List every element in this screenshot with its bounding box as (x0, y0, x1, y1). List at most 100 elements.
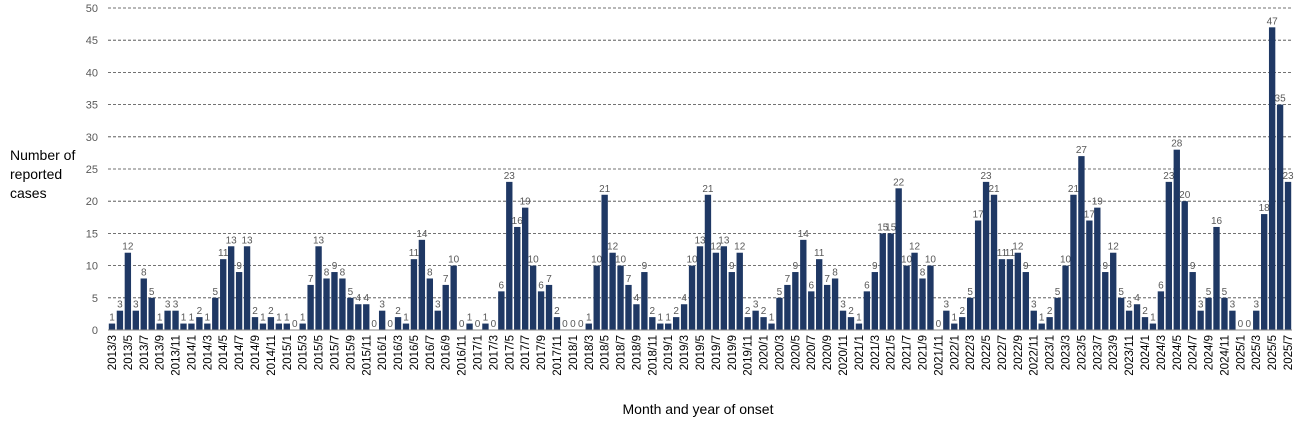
bar (974, 220, 982, 330)
data-label: 21 (988, 184, 1000, 195)
data-label: 1 (276, 313, 282, 324)
y-tick-label: 30 (86, 132, 98, 144)
bar (649, 317, 656, 330)
data-label: 8 (920, 267, 926, 278)
bar (1125, 310, 1133, 330)
x-tick-label: 2024/3 (1156, 335, 1168, 370)
data-label: 11 (997, 248, 1008, 259)
x-tick-label: 2023/1 (1045, 335, 1057, 370)
bar (108, 323, 116, 330)
bar (188, 323, 195, 330)
bar (585, 323, 592, 330)
x-tick-label: 2014/7 (234, 335, 246, 370)
bar (251, 317, 259, 330)
bar (768, 323, 775, 330)
x-tick-label: 2020/3 (774, 335, 786, 370)
data-label: 7 (308, 274, 314, 285)
bar (498, 291, 505, 330)
data-label: 3 (1253, 300, 1259, 311)
data-label: 2 (959, 306, 965, 317)
bar (402, 323, 410, 330)
y-tick-label: 5 (92, 293, 98, 305)
data-label: 0 (387, 319, 393, 330)
data-label: 7 (546, 274, 552, 285)
data-label: 11 (218, 248, 229, 259)
x-tick-label: 2020/11 (838, 335, 850, 376)
data-label: 12 (734, 242, 746, 253)
bar (227, 246, 235, 330)
bar (140, 278, 147, 330)
data-label: 1 (586, 313, 592, 324)
x-tick-label: 2014/3 (202, 335, 214, 370)
bar (816, 259, 823, 330)
data-label: 23 (1282, 171, 1294, 182)
data-label: 10 (615, 255, 627, 266)
bar (148, 297, 155, 330)
data-label: 10 (925, 255, 937, 266)
data-label: 0 (491, 319, 497, 330)
data-label: 3 (173, 300, 179, 311)
data-label: 2 (1142, 306, 1148, 317)
data-label: 17 (973, 210, 985, 221)
x-tick-label: 2024/1 (1140, 335, 1152, 370)
bar (1261, 214, 1268, 330)
data-label: 6 (499, 280, 505, 291)
bar (1181, 201, 1188, 330)
bar (800, 239, 807, 330)
bar (1268, 27, 1276, 330)
bar (776, 297, 783, 330)
bar (736, 252, 743, 330)
data-label: 2 (395, 306, 401, 317)
data-label: 23 (1163, 171, 1175, 182)
y-tick-label: 35 (86, 100, 98, 112)
data-label: 3 (165, 300, 171, 311)
data-label: 6 (538, 280, 544, 291)
data-label: 5 (777, 287, 783, 298)
data-label: 6 (1158, 280, 1164, 291)
bar (180, 323, 187, 330)
bar (720, 246, 728, 330)
x-tick-label: 2022/7 (997, 335, 1009, 370)
x-tick-label: 2017/3 (488, 335, 500, 370)
data-label: 1 (300, 313, 306, 324)
bar (259, 323, 267, 330)
x-tick-label: 2024/9 (1204, 335, 1216, 370)
bar (696, 246, 704, 330)
data-label: 4 (356, 293, 362, 304)
data-label: 0 (1246, 319, 1252, 330)
bar (680, 304, 688, 330)
x-tick-label: 2014/1 (186, 335, 198, 370)
bar (307, 284, 314, 330)
data-label: 4 (1134, 293, 1140, 304)
x-tick-label: 2021/5 (886, 335, 898, 370)
data-label: 2 (650, 306, 656, 317)
bar (704, 194, 712, 330)
x-tick-label: 2019/11 (743, 335, 755, 376)
bar (895, 188, 902, 330)
data-label: 3 (379, 300, 385, 311)
bar (657, 323, 664, 330)
bar (959, 317, 966, 330)
data-label: 16 (512, 216, 524, 227)
x-tick-label: 2022/9 (1013, 335, 1025, 370)
data-label: 12 (122, 242, 134, 253)
y-tick-label: 45 (86, 35, 98, 47)
data-label: 9 (332, 261, 338, 272)
data-label: 22 (893, 177, 905, 188)
bar (418, 239, 426, 330)
x-tick-label: 2017/1 (473, 335, 485, 370)
bar (545, 284, 553, 330)
data-label: 1 (109, 313, 115, 324)
x-tick-label: 2016/5 (409, 335, 421, 370)
bar (927, 265, 934, 330)
data-label: 19 (1092, 197, 1104, 208)
bar (728, 272, 735, 330)
bar (522, 207, 529, 330)
bar (514, 226, 521, 330)
data-label: 12 (909, 242, 921, 253)
data-label: 2 (554, 306, 560, 317)
x-tick-label: 2023/5 (1076, 335, 1088, 370)
x-tick-label: 2024/7 (1188, 335, 1200, 370)
